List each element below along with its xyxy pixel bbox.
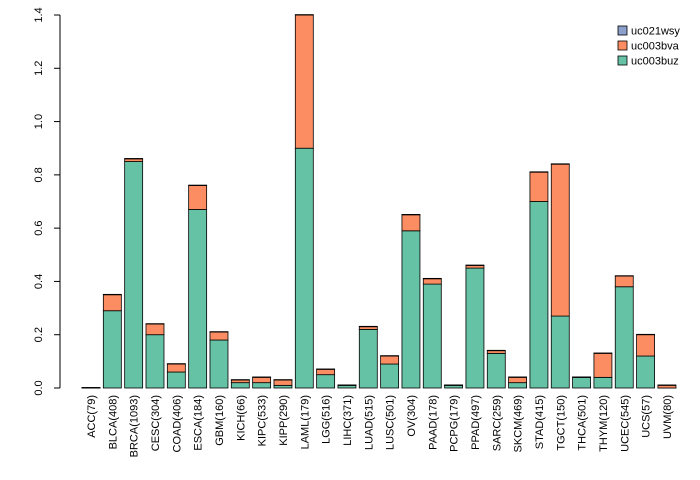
x-tick-label: THYM(120) <box>598 395 610 452</box>
bar-uc003buz-19 <box>486 352 506 389</box>
bar-uc003bva-16 <box>422 278 442 285</box>
bar-uc003bva-26 <box>636 334 655 357</box>
x-tick-label: LGG(516) <box>321 395 333 444</box>
x-tick-label: THCA(501) <box>577 395 589 451</box>
legend-label-uc021wsy: uc021wsy <box>631 26 680 38</box>
bar-uc003buz-15 <box>401 230 421 389</box>
bar-uc003buz-21 <box>529 201 549 389</box>
bar-uc003bva-14 <box>380 355 400 365</box>
bar-uc003bva-4 <box>166 363 186 373</box>
bar-uc003bva-3 <box>145 323 165 336</box>
x-tick-label: LIHC(371) <box>342 395 354 446</box>
bar-uc003bva-25 <box>614 275 634 288</box>
bar-uc003bva-10 <box>294 14 314 149</box>
x-tick-label: LAML(179) <box>299 395 311 449</box>
x-tick-label: PPAD(497) <box>470 395 482 450</box>
bar-uc003bva-6 <box>209 331 229 341</box>
x-tick-label: KICH(66) <box>235 395 247 441</box>
bar-uc003buz-7 <box>230 382 250 389</box>
x-tick-label: PAAD(178) <box>427 395 439 450</box>
legend-swatch-uc003buz <box>617 55 628 66</box>
bar-uc003buz-22 <box>550 315 570 389</box>
bars-layer <box>81 14 677 389</box>
x-tick-label: UCEC(545) <box>619 395 631 452</box>
bar-uc003buz-3 <box>145 334 165 389</box>
x-tick-label: LUAD(515) <box>363 395 375 450</box>
legend-swatch-uc021wsy <box>617 25 628 36</box>
bar-uc003bva-22 <box>550 163 570 317</box>
x-tick-label: LUSC(501) <box>385 395 397 450</box>
bar-uc003buz-18 <box>465 267 485 389</box>
y-tick-label: 0.8 <box>33 167 45 182</box>
x-axis-labels: ACC(79) BLCA(408) BRCA(1093) CESC(304) COAD(… <box>86 395 674 457</box>
bar-uc003bva-11 <box>316 368 336 376</box>
legend: uc021wsy uc003bva uc003buz <box>617 25 680 68</box>
bar-uc003bva-15 <box>401 214 421 232</box>
x-tick-label: BLCA(408) <box>107 395 119 449</box>
x-tick-label: BRCA(1093) <box>129 395 141 457</box>
bar-uc003buz-4 <box>166 371 186 389</box>
x-tick-label: KIPP(290) <box>278 395 290 446</box>
bar-uc003bva-8 <box>252 376 272 384</box>
x-tick-label: ACC(79) <box>86 395 98 438</box>
legend-label-uc003bva: uc003bva <box>631 41 680 53</box>
legend-label-uc003buz: uc003buz <box>631 56 679 68</box>
bar-uc003buz-13 <box>358 328 378 389</box>
bar-uc003buz-2 <box>124 161 144 389</box>
bar-uc003buz-20 <box>508 382 528 389</box>
x-tick-label: KIPC(533) <box>257 395 269 446</box>
bar-uc003buz-14 <box>380 363 400 389</box>
bar-uc003bva-9 <box>273 379 293 386</box>
bar-uc003bva-21 <box>529 171 549 202</box>
y-tick-label: 0.4 <box>33 274 45 289</box>
x-tick-label: TGCT(150) <box>555 395 567 451</box>
y-tick-label: 1.2 <box>33 61 45 76</box>
x-tick-label: OV(304) <box>406 395 418 437</box>
x-tick-label: CESC(304) <box>150 395 162 451</box>
x-tick-label: STAD(415) <box>534 395 546 449</box>
x-tick-label: UCS(57) <box>641 395 653 438</box>
legend-swatch-uc003bva <box>617 40 628 51</box>
bar-uc003buz-25 <box>614 286 634 389</box>
bar-uc003bva-1 <box>102 294 122 312</box>
bar-uc003buz-10 <box>294 147 314 389</box>
y-tick-label: 0.6 <box>33 220 45 235</box>
x-tick-label: UVM(80) <box>662 395 674 439</box>
bar-uc003buz-11 <box>316 374 336 389</box>
bar-uc003buz-5 <box>188 209 208 389</box>
bar-uc003buz-24 <box>593 376 613 389</box>
bar-uc003buz-1 <box>102 310 122 389</box>
y-tick-label: 0.0 <box>33 380 45 395</box>
bar-uc003buz-16 <box>422 283 442 389</box>
y-tick-label: 1.4 <box>33 7 45 22</box>
bar-uc003buz-26 <box>636 355 655 389</box>
bar-uc003bva-20 <box>508 376 528 384</box>
x-tick-label: ESCA(184) <box>193 395 205 451</box>
bar-uc003buz-23 <box>572 376 591 389</box>
y-tick-label: 0.2 <box>33 327 45 342</box>
bar-uc003bva-5 <box>188 185 208 210</box>
x-tick-label: SKCM(469) <box>513 395 525 452</box>
x-tick-label: GBM(160) <box>214 395 226 446</box>
x-tick-label: SARC(259) <box>491 395 503 451</box>
x-tick-label: COAD(406) <box>171 395 183 452</box>
y-tick-label: 1.0 <box>33 114 45 129</box>
bar-uc003buz-8 <box>252 382 272 389</box>
bar-uc003buz-6 <box>209 339 229 389</box>
x-tick-label: PCPG(179) <box>449 395 461 452</box>
y-axis: 0.0 0.2 0.4 0.6 0.8 1.0 1.2 1.4 <box>33 7 61 396</box>
bar-uc003bva-24 <box>593 352 613 378</box>
